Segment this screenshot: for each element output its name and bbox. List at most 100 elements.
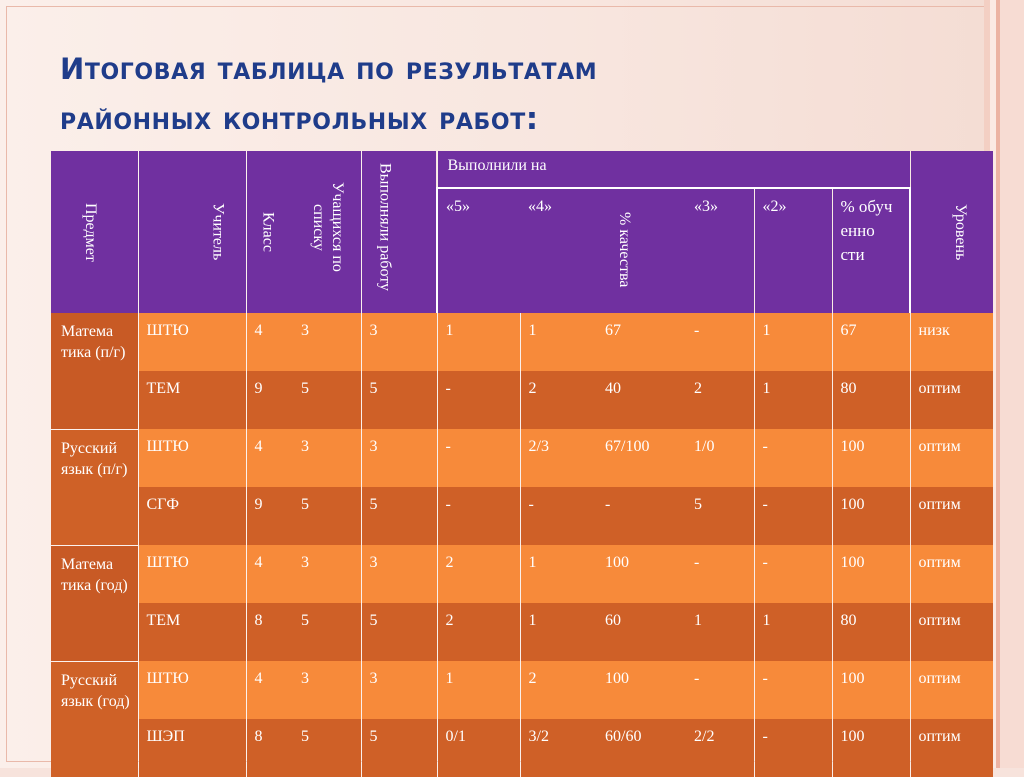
- level-cell: низк: [909, 313, 993, 371]
- done-cell: 3: [360, 313, 437, 371]
- grade4-cell: 3/2: [519, 719, 597, 777]
- grade4-cell: 2: [519, 371, 597, 429]
- students-cell: 5: [293, 371, 361, 429]
- grade4-cell: 1: [519, 313, 597, 371]
- col-header-learning: % обуч енно сти: [831, 187, 911, 313]
- quality-cell: 60/60: [597, 719, 686, 777]
- class-cell: 9: [245, 371, 293, 429]
- grade3-cell: 1: [686, 603, 754, 661]
- grade5-cell: 1: [436, 313, 520, 371]
- students-cell: 3: [293, 313, 361, 371]
- grade5-cell: 2: [436, 603, 520, 661]
- grade2-cell: 1: [753, 371, 832, 429]
- table-row: ШЭП 8 5 5 0/1 3/2 60/60 2/2 - 100 оптим: [51, 719, 993, 777]
- done-cell: 3: [360, 661, 437, 719]
- grade4-cell: 2/3: [519, 429, 597, 487]
- col-header-grade2: «2»: [753, 187, 832, 313]
- grade3-cell: -: [686, 545, 754, 603]
- col-header-completed-on: Выполнили на: [436, 151, 910, 188]
- table-row: ТЕМ 8 5 5 2 1 60 1 1 80 оптим: [51, 603, 993, 661]
- table-row: Русский язык (год) ШТЮ 4 3 3 1 2 100 - -…: [51, 660, 993, 777]
- learning-cell: 80: [831, 371, 910, 429]
- quality-cell: 40: [597, 371, 686, 429]
- grade3-cell: 2: [686, 371, 754, 429]
- done-cell: 5: [360, 487, 437, 545]
- col-header-quality: % качества: [597, 187, 686, 313]
- class-cell: 4: [245, 429, 293, 487]
- col-header-students: Учащихся по списку: [293, 151, 361, 313]
- done-cell: 3: [360, 429, 437, 487]
- grade4-cell: -: [519, 487, 597, 545]
- col-header-teacher: Учитель: [137, 151, 246, 313]
- quality-cell: -: [597, 487, 686, 545]
- level-cell: оптим: [909, 545, 993, 603]
- learning-cell: 80: [831, 603, 910, 661]
- grade2-cell: -: [753, 661, 832, 719]
- quality-cell: 67: [597, 313, 686, 371]
- class-cell: 9: [245, 487, 293, 545]
- class-cell: 8: [245, 603, 293, 661]
- teacher-cell: ШЭП: [137, 719, 246, 777]
- learning-cell: 100: [831, 661, 910, 719]
- header-row-1: Предмет Учитель Класс Учащихся по списку…: [51, 151, 993, 313]
- col-header-class: Класс: [245, 151, 293, 313]
- teacher-cell: ШТЮ: [137, 661, 246, 719]
- subject-cell: Русский язык (п/г): [51, 428, 138, 545]
- students-cell: 3: [293, 545, 361, 603]
- table-row: СГФ 9 5 5 - - - 5 - 100 оптим: [51, 487, 993, 545]
- table-row: Матема тика (год) ШТЮ 4 3 3 2 1 100 - - …: [51, 544, 993, 661]
- grade2-cell: -: [753, 719, 832, 777]
- grade5-cell: -: [436, 487, 520, 545]
- level-cell: оптим: [909, 429, 993, 487]
- slide-title: Итоговая таблица по результатам районных…: [60, 40, 960, 144]
- done-cell: 5: [360, 371, 437, 429]
- teacher-cell: ШТЮ: [137, 313, 246, 371]
- col-header-grade5: «5»: [436, 187, 520, 313]
- class-cell: 4: [245, 545, 293, 603]
- learning-cell: 100: [831, 545, 910, 603]
- grade2-cell: -: [753, 545, 832, 603]
- learning-cell: 67: [831, 313, 910, 371]
- learning-cell: 100: [831, 487, 910, 545]
- teacher-cell: ШТЮ: [137, 545, 246, 603]
- grade2-cell: -: [753, 429, 832, 487]
- grade3-cell: -: [686, 661, 754, 719]
- col-header-grade4: «4»: [520, 187, 597, 313]
- col-header-subject: Предмет: [51, 151, 138, 313]
- students-cell: 5: [293, 719, 361, 777]
- level-cell: оптим: [909, 719, 993, 777]
- subject-cell: Русский язык (год): [51, 660, 138, 777]
- subject-cell: Матема тика (год): [51, 544, 138, 661]
- class-cell: 8: [245, 719, 293, 777]
- done-cell: 3: [360, 545, 437, 603]
- students-cell: 3: [293, 429, 361, 487]
- grade5-cell: -: [436, 371, 520, 429]
- learning-cell: 100: [831, 429, 910, 487]
- students-cell: 5: [293, 487, 361, 545]
- grade4-cell: 1: [519, 603, 597, 661]
- teacher-cell: СГФ: [137, 487, 246, 545]
- table-row: Русский язык (п/г) ШТЮ 4 3 3 - 2/3 67/10…: [51, 428, 993, 545]
- col-header-level: Уровень: [909, 151, 993, 313]
- quality-cell: 60: [597, 603, 686, 661]
- grade2-cell: 1: [753, 603, 832, 661]
- level-cell: оптим: [909, 661, 993, 719]
- grade5-cell: 1: [436, 661, 520, 719]
- header-row-2: «5» «4» % качества «3» «2» % обуч енно с…: [51, 187, 993, 313]
- grade3-cell: 5: [686, 487, 754, 545]
- students-cell: 5: [293, 603, 361, 661]
- grade5-cell: 2: [436, 545, 520, 603]
- level-cell: оптим: [909, 603, 993, 661]
- teacher-cell: ШТЮ: [137, 429, 246, 487]
- grade5-cell: -: [436, 429, 520, 487]
- class-cell: 4: [245, 313, 293, 371]
- col-header-completed: Выполняли работу: [360, 151, 437, 313]
- teacher-cell: ТЕМ: [137, 371, 246, 429]
- grade2-cell: 1: [753, 313, 832, 371]
- grade2-cell: -: [753, 487, 832, 545]
- class-cell: 4: [245, 661, 293, 719]
- title-first-letter: И: [60, 40, 85, 89]
- level-cell: оптим: [909, 371, 993, 429]
- learning-cell: 100: [831, 719, 910, 777]
- grade3-cell: 2/2: [686, 719, 754, 777]
